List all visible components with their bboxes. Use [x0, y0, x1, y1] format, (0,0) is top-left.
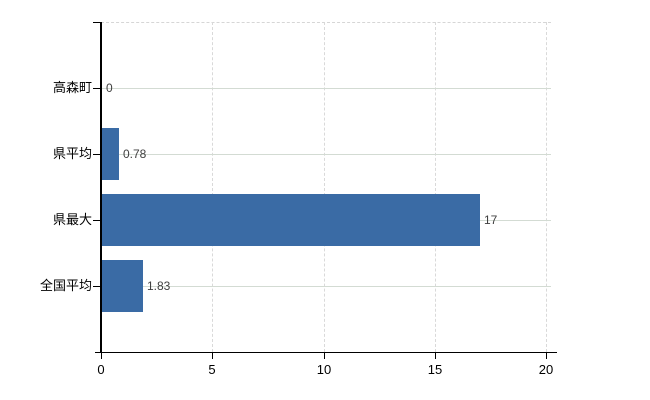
bar-value-label: 0: [106, 81, 113, 95]
x-axis-line: [95, 352, 557, 353]
category-label: 全国平均: [39, 278, 92, 293]
x-tick-label: 0: [97, 362, 105, 377]
y-axis-tick: [93, 286, 101, 287]
x-tick-label: 5: [208, 362, 216, 377]
category-label: 県平均: [52, 146, 92, 161]
grid-line-vertical: [435, 22, 436, 352]
x-axis-tick: [212, 353, 213, 359]
grid-line-vertical: [212, 22, 213, 352]
category-label: 高森町: [52, 80, 92, 95]
bar-value-label: 17: [484, 213, 498, 227]
y-axis-line: [100, 22, 102, 353]
grid-line-horizontal: [101, 154, 551, 155]
x-tick-label: 15: [427, 362, 443, 377]
x-tick-label: 20: [538, 362, 554, 377]
grid-line-horizontal: [101, 88, 551, 89]
category-label: 県最大: [52, 212, 92, 227]
x-axis-tick: [435, 353, 436, 359]
x-axis-tick: [324, 353, 325, 359]
bar-value-label: 1.83: [147, 279, 171, 293]
y-axis-tick: [93, 22, 101, 23]
grid-line-vertical: [324, 22, 325, 352]
grid-line-horizontal: [101, 286, 551, 287]
bar: [102, 194, 480, 246]
x-tick-label: 10: [316, 362, 332, 377]
grid-line-vertical: [546, 22, 547, 352]
x-axis-tick: [546, 353, 547, 359]
y-axis-tick: [93, 88, 101, 89]
plot-top-border: [101, 22, 551, 23]
bar: [102, 128, 119, 180]
bar: [102, 260, 143, 312]
y-axis-tick: [93, 154, 101, 155]
bar-value-label: 0.78: [123, 147, 147, 161]
x-axis-tick: [101, 353, 102, 359]
y-axis-tick: [93, 220, 101, 221]
